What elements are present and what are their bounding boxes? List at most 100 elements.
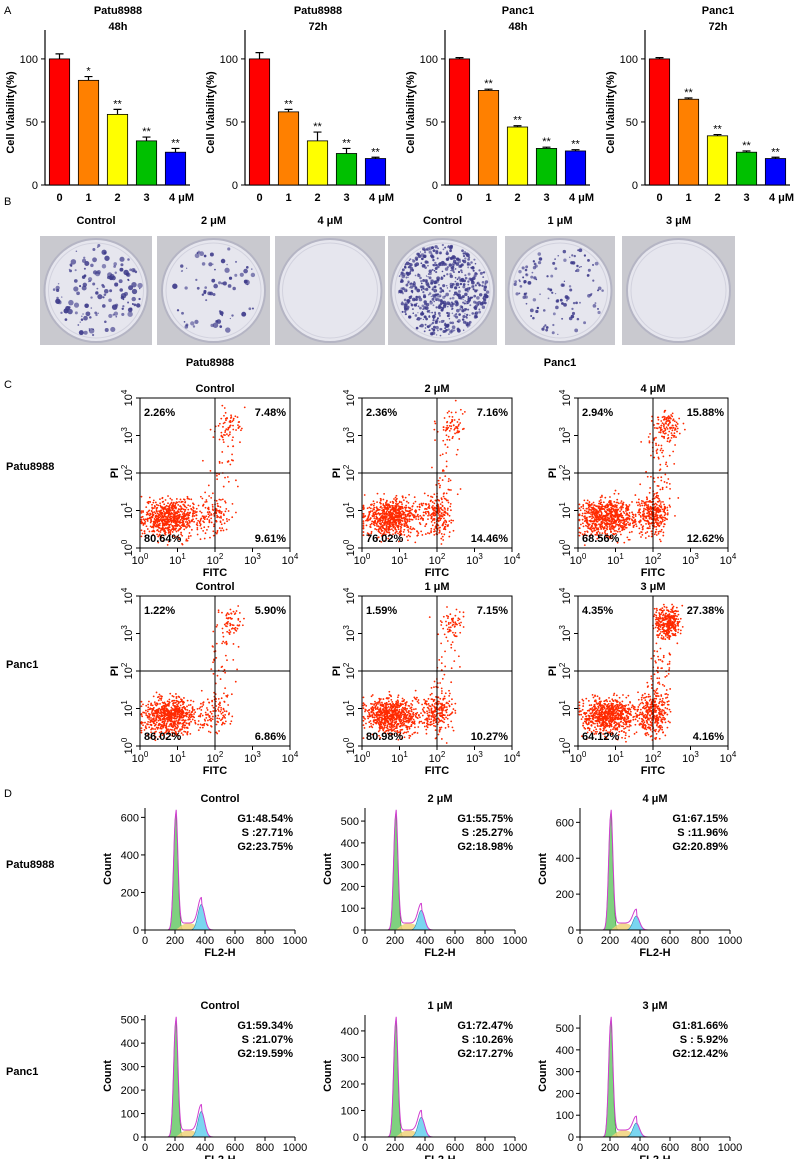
colony xyxy=(425,275,428,277)
event-dot xyxy=(399,530,402,533)
colony xyxy=(437,298,441,302)
event-dot xyxy=(204,516,206,519)
event-dot xyxy=(151,530,154,533)
event-dot xyxy=(617,492,620,495)
y-tick-label: 50 xyxy=(626,117,638,129)
colony xyxy=(524,268,528,272)
tick-base: 10 xyxy=(123,469,135,481)
event-dot xyxy=(430,495,432,498)
event-dot xyxy=(417,518,420,521)
event-dot xyxy=(199,495,202,498)
event-dot xyxy=(232,445,235,448)
colony xyxy=(427,293,430,296)
event-dot xyxy=(615,529,617,532)
colony xyxy=(444,327,447,330)
event-dot xyxy=(163,528,165,531)
colony xyxy=(411,308,414,311)
event-dot xyxy=(433,493,436,496)
event-dot xyxy=(192,509,195,512)
event-dot xyxy=(398,500,401,503)
event-dot xyxy=(374,522,376,524)
colony xyxy=(425,287,429,291)
event-dot xyxy=(414,500,417,503)
event-dot xyxy=(611,524,614,527)
event-dot xyxy=(222,438,225,441)
event-dot xyxy=(663,437,666,439)
event-dot xyxy=(181,534,184,537)
colony xyxy=(571,307,574,311)
event-dot xyxy=(444,443,447,446)
event-dot xyxy=(187,722,190,725)
event-dot xyxy=(160,535,163,538)
event-dot xyxy=(404,508,407,510)
event-dot xyxy=(438,531,441,533)
event-dot xyxy=(150,518,152,521)
event-dot xyxy=(619,514,621,517)
event-dot xyxy=(450,427,452,430)
event-dot xyxy=(170,515,173,518)
event-dot xyxy=(186,699,189,702)
colony xyxy=(84,303,89,309)
bar xyxy=(164,151,187,186)
tick-base: 10 xyxy=(132,555,144,567)
event-dot xyxy=(644,532,647,534)
event-dot xyxy=(162,714,165,717)
event-dot xyxy=(191,709,194,712)
colony xyxy=(416,252,420,256)
tick-base: 10 xyxy=(207,555,219,567)
colony xyxy=(448,302,451,306)
event-dot xyxy=(211,503,214,506)
event-dot xyxy=(656,497,659,499)
colony xyxy=(601,289,604,292)
x-tick-label: 1 xyxy=(485,192,491,204)
event-dot xyxy=(437,482,440,485)
event-dot xyxy=(393,519,396,521)
event-dot xyxy=(663,427,666,430)
event-dot xyxy=(171,498,173,501)
colony xyxy=(478,310,482,314)
colony xyxy=(107,275,111,280)
colony xyxy=(82,313,84,315)
event-dot xyxy=(383,527,386,530)
event-dot xyxy=(220,515,222,518)
event-dot xyxy=(446,411,449,414)
colony xyxy=(457,295,462,300)
error-bar xyxy=(255,52,264,59)
event-dot xyxy=(591,517,593,520)
event-dot xyxy=(393,509,396,512)
event-dot xyxy=(232,419,235,421)
event-dot xyxy=(663,416,666,419)
event-dot xyxy=(162,516,165,519)
event-dot xyxy=(230,414,232,417)
colony xyxy=(136,303,141,308)
event-dot xyxy=(202,529,205,532)
event-dot xyxy=(227,480,230,483)
event-dot xyxy=(668,504,671,507)
colony xyxy=(464,251,466,253)
event-dot xyxy=(599,503,602,506)
tick-base: 10 xyxy=(354,555,366,567)
colony xyxy=(431,321,435,325)
colony xyxy=(592,279,595,282)
event-dot xyxy=(190,498,193,501)
colony xyxy=(424,323,427,326)
event-dot xyxy=(179,525,181,528)
colony xyxy=(459,308,462,311)
event-dot xyxy=(392,512,395,515)
colony xyxy=(451,254,456,259)
event-dot xyxy=(209,469,212,472)
event-dot xyxy=(602,501,605,504)
event-dot xyxy=(659,463,662,466)
colony xyxy=(545,326,549,329)
event-dot xyxy=(621,529,623,532)
event-dot xyxy=(390,515,393,517)
event-dot xyxy=(373,506,376,509)
tick-label: 103 xyxy=(682,552,699,567)
colony xyxy=(423,249,426,252)
event-dot xyxy=(624,526,627,529)
event-dot xyxy=(403,525,406,527)
colony xyxy=(586,273,590,277)
event-dot xyxy=(211,508,214,511)
event-dot xyxy=(629,524,631,526)
colony xyxy=(248,307,252,311)
